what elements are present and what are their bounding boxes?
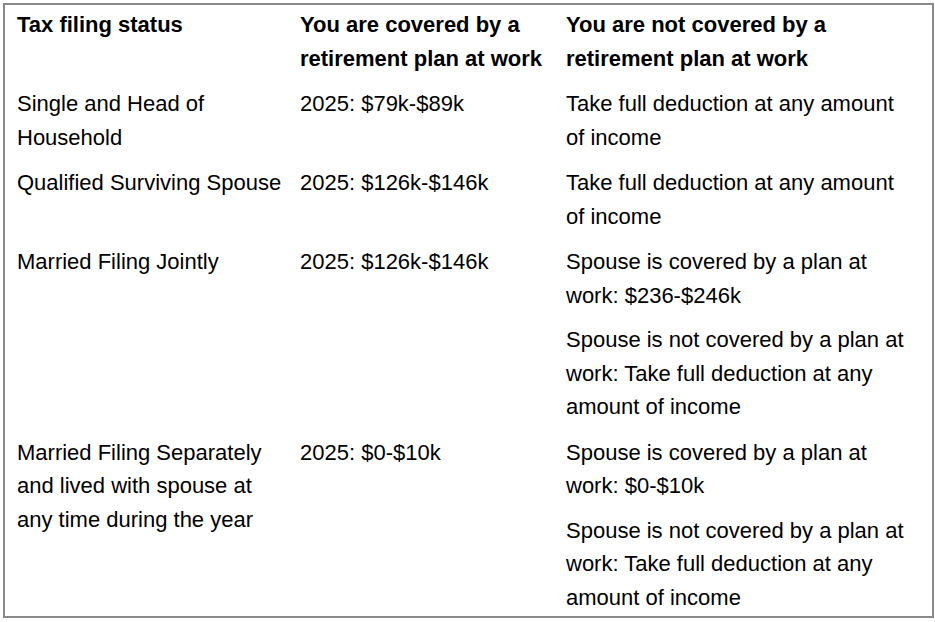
covered-range-text: 2025: $126k-$146k: [300, 245, 550, 279]
filing-status-text: Qualified Surviving Spouse: [17, 166, 286, 200]
not-covered-text: Take full deduction at any amount of inc…: [566, 166, 910, 233]
column-header-label: You are not covered by a retirement plan…: [566, 8, 910, 75]
not-covered-text-spouse-covered: Spouse is covered by a plan at work: $23…: [566, 245, 910, 312]
table-body: Single and Head of Household 2025: $79k-…: [4, 87, 933, 617]
not-covered-text-spouse-not-covered: Spouse is not covered by a plan at work:…: [566, 323, 910, 424]
cell-filing-status: Qualified Surviving Spouse: [4, 166, 288, 245]
document-page: Tax filing status You are covered by a r…: [0, 0, 935, 622]
table-row-single-head-of-household: Single and Head of Household 2025: $79k-…: [4, 87, 933, 166]
not-covered-text-spouse-covered: Spouse is covered by a plan at work: $0-…: [566, 436, 910, 503]
cell-filing-status: Married Filing Jointly: [4, 245, 288, 436]
cell-filing-status: Married Filing Separately and lived with…: [4, 436, 288, 618]
column-header-covered-by-plan: You are covered by a retirement plan at …: [288, 4, 554, 87]
cell-covered-range: 2025: $126k-$146k: [288, 166, 554, 245]
covered-range-text: 2025: $79k-$89k: [300, 87, 550, 121]
column-header-tax-filing-status: Tax filing status: [4, 4, 288, 87]
not-covered-text: Take full deduction at any amount of inc…: [566, 87, 910, 154]
table-row-married-filing-separately: Married Filing Separately and lived with…: [4, 436, 933, 618]
cell-not-covered-rule: Spouse is covered by a plan at work: $23…: [554, 245, 933, 436]
cell-filing-status: Single and Head of Household: [4, 87, 288, 166]
cell-not-covered-rule: Take full deduction at any amount of inc…: [554, 166, 933, 245]
covered-range-text: 2025: $126k-$146k: [300, 166, 550, 200]
cell-covered-range: 2025: $126k-$146k: [288, 245, 554, 436]
cell-covered-range: 2025: $0-$10k: [288, 436, 554, 618]
header-row: Tax filing status You are covered by a r…: [4, 4, 933, 87]
column-header-label: Tax filing status: [17, 8, 286, 42]
cell-covered-range: 2025: $79k-$89k: [288, 87, 554, 166]
table-header: Tax filing status You are covered by a r…: [4, 4, 933, 87]
cell-not-covered-rule: Take full deduction at any amount of inc…: [554, 87, 933, 166]
not-covered-text-spouse-not-covered: Spouse is not covered by a plan at work:…: [566, 514, 910, 615]
column-header-not-covered-by-plan: You are not covered by a retirement plan…: [554, 4, 933, 87]
table-row-married-filing-jointly: Married Filing Jointly 2025: $126k-$146k…: [4, 245, 933, 436]
table-row-qualified-surviving-spouse: Qualified Surviving Spouse 2025: $126k-$…: [4, 166, 933, 245]
filing-status-text: Single and Head of Household: [17, 87, 286, 154]
column-header-label: You are covered by a retirement plan at …: [300, 8, 550, 75]
covered-range-text: 2025: $0-$10k: [300, 436, 550, 470]
retirement-plan-deduction-table: Tax filing status You are covered by a r…: [3, 3, 934, 618]
filing-status-text: Married Filing Jointly: [17, 245, 286, 279]
cell-not-covered-rule: Spouse is covered by a plan at work: $0-…: [554, 436, 933, 618]
filing-status-text: Married Filing Separately and lived with…: [17, 436, 286, 537]
